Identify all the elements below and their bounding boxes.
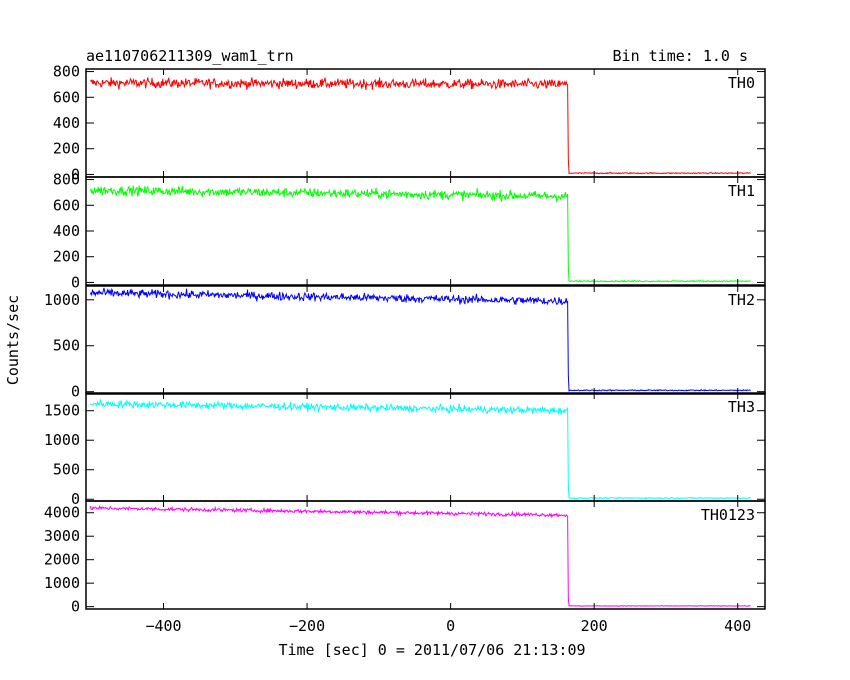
panel-frame xyxy=(85,285,766,395)
x-tick-label: −400 xyxy=(145,617,181,635)
panel-th1: 0 200 400 600 800 TH1 xyxy=(53,171,766,291)
y-tick-label: 1500 xyxy=(44,402,80,420)
series-label-th2: TH2 xyxy=(728,291,755,309)
y-tick-label: 800 xyxy=(53,171,80,189)
series-label-th0123: TH0123 xyxy=(701,506,755,524)
series-line-th0 xyxy=(89,77,751,175)
series-label-th3: TH3 xyxy=(728,398,755,416)
y-tick-label: 400 xyxy=(53,222,80,240)
y-tick-label: 1000 xyxy=(44,574,80,592)
chart-title: ae110706211309_wam1_trn xyxy=(86,47,294,65)
y-tick-label: 0 xyxy=(71,598,80,616)
y-tick-label: 1000 xyxy=(44,291,80,309)
y-tick-label: 400 xyxy=(53,114,80,132)
y-tick-label: 0 xyxy=(71,273,80,291)
x-tick-label: −200 xyxy=(289,617,325,635)
y-tick-label: 3000 xyxy=(44,527,80,545)
y-tick-label: 0 xyxy=(71,490,80,508)
y-tick-label: 1000 xyxy=(44,431,80,449)
x-axis-label: Time [sec] 0 = 2011/07/06 21:13:09 xyxy=(278,641,585,659)
y-tick-label: 0 xyxy=(71,165,80,183)
y-tick-label: 4000 xyxy=(44,504,80,522)
y-tick-label: 2000 xyxy=(44,551,80,569)
x-tick-label: 200 xyxy=(581,617,608,635)
series-line-th1 xyxy=(89,185,751,283)
panels: 0 200 400 600 800 TH0 0 200 400 600 800 TH1 0 500 1000… xyxy=(44,63,766,635)
y-tick-label: 500 xyxy=(53,461,80,479)
panel-frame xyxy=(85,500,766,610)
x-tick-label: 400 xyxy=(724,617,751,635)
panel-th2: 0 500 1000 TH2 xyxy=(44,285,766,401)
panel-th0123: 0 1000 2000 3000 4000 TH0123 −400 −200 0 200 400 xyxy=(44,500,766,635)
series-label-th1: TH1 xyxy=(728,182,755,200)
bin-time-label: Bin time: 1.0 s xyxy=(613,47,748,65)
y-axis-label: Counts/sec xyxy=(4,295,22,385)
y-tick-label: 500 xyxy=(53,337,80,355)
panel-th3: 0 500 1000 1500 TH3 xyxy=(44,392,766,508)
series-line-th3 xyxy=(90,398,751,500)
y-tick-label: 200 xyxy=(53,248,80,266)
y-tick-label: 600 xyxy=(53,88,80,106)
series-label-th0: TH0 xyxy=(728,74,755,92)
y-tick-label: 0 xyxy=(71,383,80,401)
y-tick-label: 200 xyxy=(53,140,80,158)
series-line-th2 xyxy=(89,287,751,392)
series-line-th0123 xyxy=(89,505,751,607)
y-tick-label: 600 xyxy=(53,196,80,214)
panel-th0: 0 200 400 600 800 TH0 xyxy=(53,63,766,183)
panel-frame xyxy=(85,68,766,178)
x-tick-label: 0 xyxy=(446,617,455,635)
panel-frame xyxy=(85,392,766,502)
y-tick-label: 800 xyxy=(53,63,80,81)
